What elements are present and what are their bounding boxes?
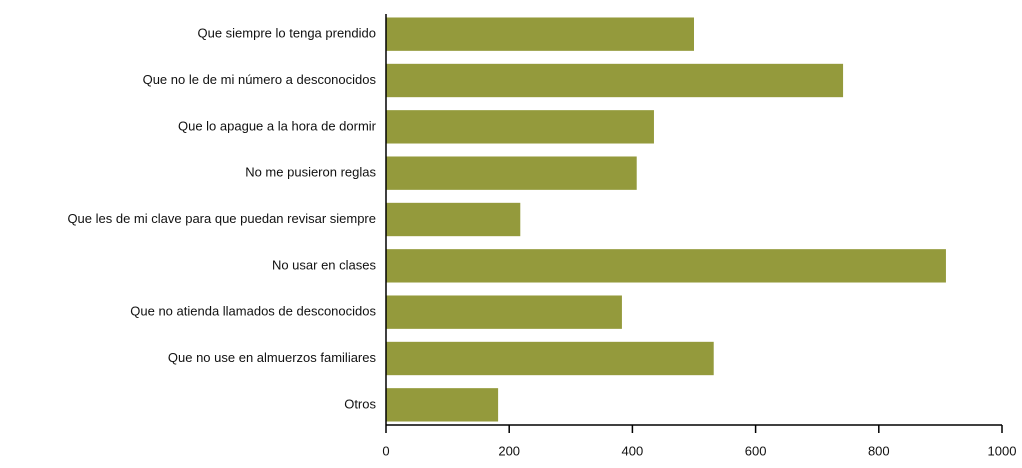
bar [386,295,622,329]
y-tick-label: Que lo apague a la hora de dormir [178,118,377,133]
x-tick-label: 800 [868,443,890,458]
bar [386,63,844,98]
y-tick-label: No me pusieron reglas [245,165,376,180]
bar [386,17,694,51]
y-tick-label: Que no le de mi número a desconocidos [143,72,377,87]
bar [386,202,521,237]
bar [386,156,637,190]
bar [386,341,714,376]
x-tick-label: 200 [498,443,520,458]
bar [386,249,946,283]
x-tick-label: 400 [622,443,644,458]
x-tick-label: 600 [745,443,767,458]
y-tick-label: Que no atienda llamados de desconocidos [130,304,376,319]
y-tick-label: Que siempre lo tenga prendido [197,26,376,41]
bar [386,110,654,144]
y-tick-label: Otros [344,396,376,411]
y-tick-label: Que les de mi clave para que puedan revi… [67,211,376,226]
x-tick-label: 0 [382,443,389,458]
y-tick-label: No usar en clases [272,257,377,272]
x-tick-label: 1000 [988,443,1017,458]
y-tick-label: Que no use en almuerzos familiares [168,350,377,365]
bar [386,388,499,422]
